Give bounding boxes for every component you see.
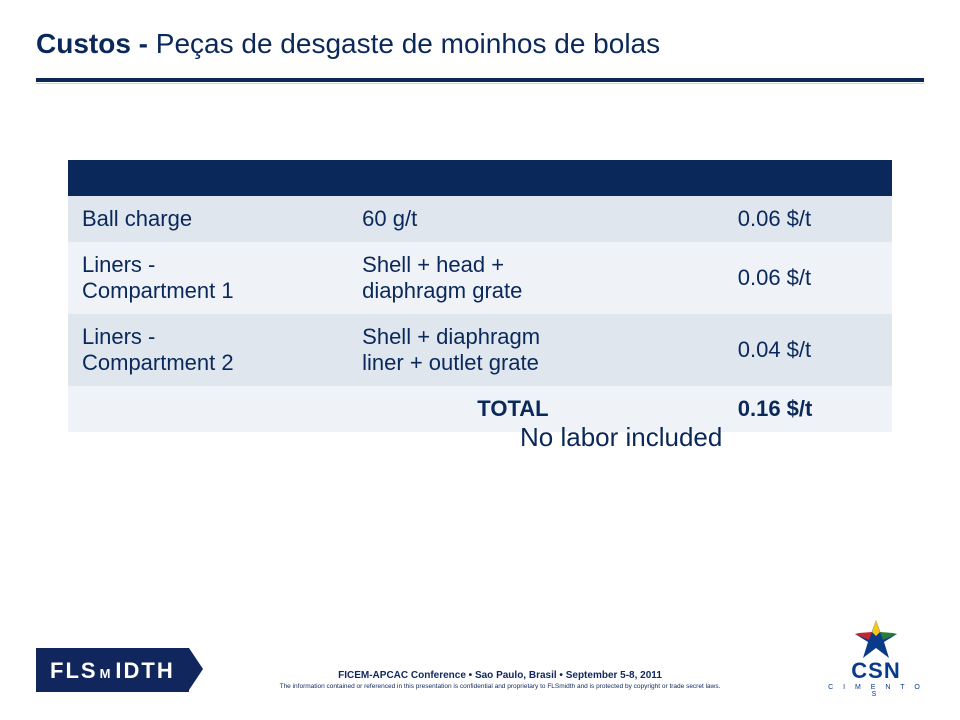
table-cell: Shell + diaphragmliner + outlet grate <box>348 314 678 386</box>
footer: FLSMIDTH FICEM-APCAC Conference • Sao Pa… <box>0 626 960 720</box>
legal-line: The information contained or referenced … <box>260 683 740 690</box>
fls-logo-right: IDTH <box>115 658 174 684</box>
slide-root: Custos - Peças de desgaste de moinhos de… <box>0 0 960 720</box>
table: Ball charge60 g/t0.06 $/tLiners -Compart… <box>68 160 892 432</box>
table-cell: Liners -Compartment 1 <box>68 242 348 314</box>
table-cell: Ball charge <box>68 196 348 242</box>
table-cell: 0.06 $/t <box>678 242 892 314</box>
cost-table: Ball charge60 g/t0.06 $/tLiners -Compart… <box>68 160 892 432</box>
title-bold: Custos - <box>36 28 156 59</box>
fls-logo-mid: M <box>100 666 114 681</box>
flsmidth-logo: FLSMIDTH <box>36 648 189 692</box>
csn-logo: CSN C I M E N T O S <box>828 620 924 698</box>
table-cell: 0.04 $/t <box>678 314 892 386</box>
table-cell: 60 g/t <box>348 196 678 242</box>
table-header-row <box>68 160 892 196</box>
conference-line: FICEM-APCAC Conference • Sao Paulo, Bras… <box>260 670 740 681</box>
table-cell: Liners -Compartment 2 <box>68 314 348 386</box>
note-text: No labor included <box>520 422 722 453</box>
csn-star-icon <box>853 620 899 658</box>
csn-name: CSN <box>828 660 924 682</box>
table-cell: 0.06 $/t <box>678 196 892 242</box>
table-cell <box>68 386 348 432</box>
table-row: Liners -Compartment 1Shell + head +diaph… <box>68 242 892 314</box>
table-row: Liners -Compartment 2Shell + diaphragmli… <box>68 314 892 386</box>
title-underline <box>36 78 924 84</box>
footer-center: FICEM-APCAC Conference • Sao Paulo, Bras… <box>260 670 740 690</box>
csn-sub: C I M E N T O S <box>828 684 924 698</box>
slide-title: Custos - Peças de desgaste de moinhos de… <box>36 28 660 60</box>
table-cell: Shell + head +diaphragm grate <box>348 242 678 314</box>
table-row: Ball charge60 g/t0.06 $/t <box>68 196 892 242</box>
title-rest: Peças de desgaste de moinhos de bolas <box>156 28 660 59</box>
fls-logo-left: FLS <box>50 658 98 684</box>
table-total-row: TOTAL0.16 $/t <box>68 386 892 432</box>
